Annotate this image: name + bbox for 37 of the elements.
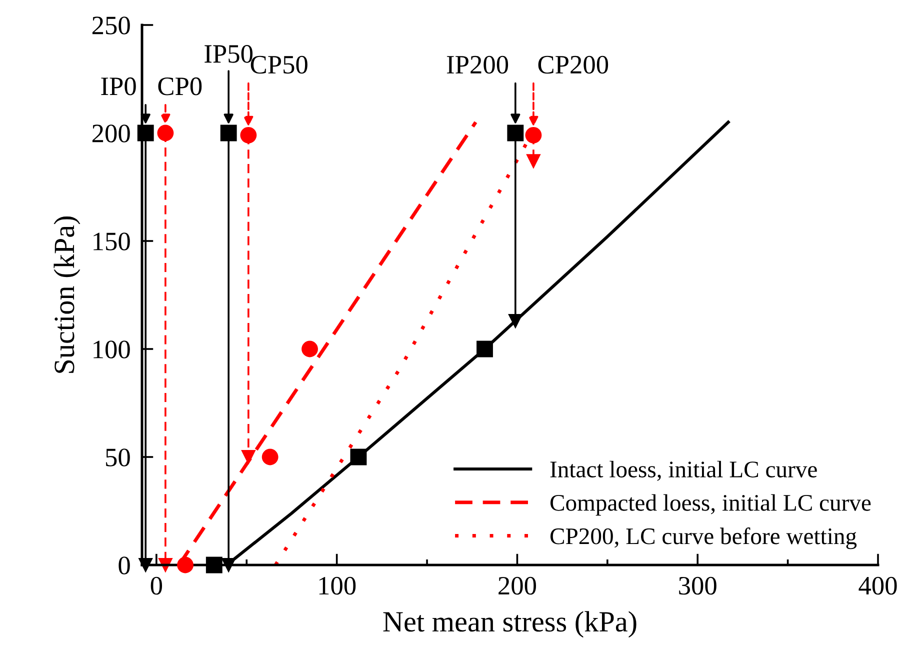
- annotation: IP200: [446, 56, 508, 74]
- point: [220, 124, 237, 142]
- point: [302, 340, 318, 358]
- point: [206, 556, 222, 574]
- point: [525, 126, 542, 144]
- legend-label: CP200, LC curve before wetting: [550, 527, 857, 550]
- annotation: IP50: [204, 45, 253, 63]
- point: [137, 124, 154, 142]
- point: [526, 154, 540, 168]
- point: [476, 340, 493, 358]
- x-axis-title: Net mean stress (kPa): [383, 611, 636, 638]
- y-tick-label: 0: [118, 556, 130, 574]
- point: [157, 124, 174, 142]
- legend-label: Intact loess, initial LC curve: [550, 460, 817, 481]
- y-axis-title: Suction (kPa): [54, 216, 80, 373]
- point: [350, 448, 367, 466]
- legend-label: Compacted loess, initial LC curve: [550, 494, 871, 516]
- point: [177, 556, 194, 574]
- y-tick-label: 200: [92, 124, 130, 142]
- annotation: CP50: [250, 56, 308, 74]
- point: [507, 124, 524, 142]
- y-tick-label: 250: [92, 16, 130, 34]
- point: [508, 314, 522, 328]
- point: [262, 448, 278, 466]
- y-tick-label: 50: [106, 448, 130, 466]
- x-tick-label: 200: [498, 576, 536, 595]
- x-tick-label: 400: [858, 576, 897, 595]
- x-tick-label: 0: [150, 576, 162, 595]
- point: [241, 450, 256, 464]
- annotation: CP0: [158, 77, 202, 96]
- x-tick-label: 100: [319, 576, 356, 595]
- y-tick-label: 150: [94, 232, 130, 250]
- annotation: CP200: [538, 56, 608, 74]
- annotation: IP0: [101, 77, 136, 96]
- y-tick-label: 100: [94, 340, 130, 358]
- point: [240, 126, 257, 144]
- x-tick-label: 300: [679, 576, 716, 595]
